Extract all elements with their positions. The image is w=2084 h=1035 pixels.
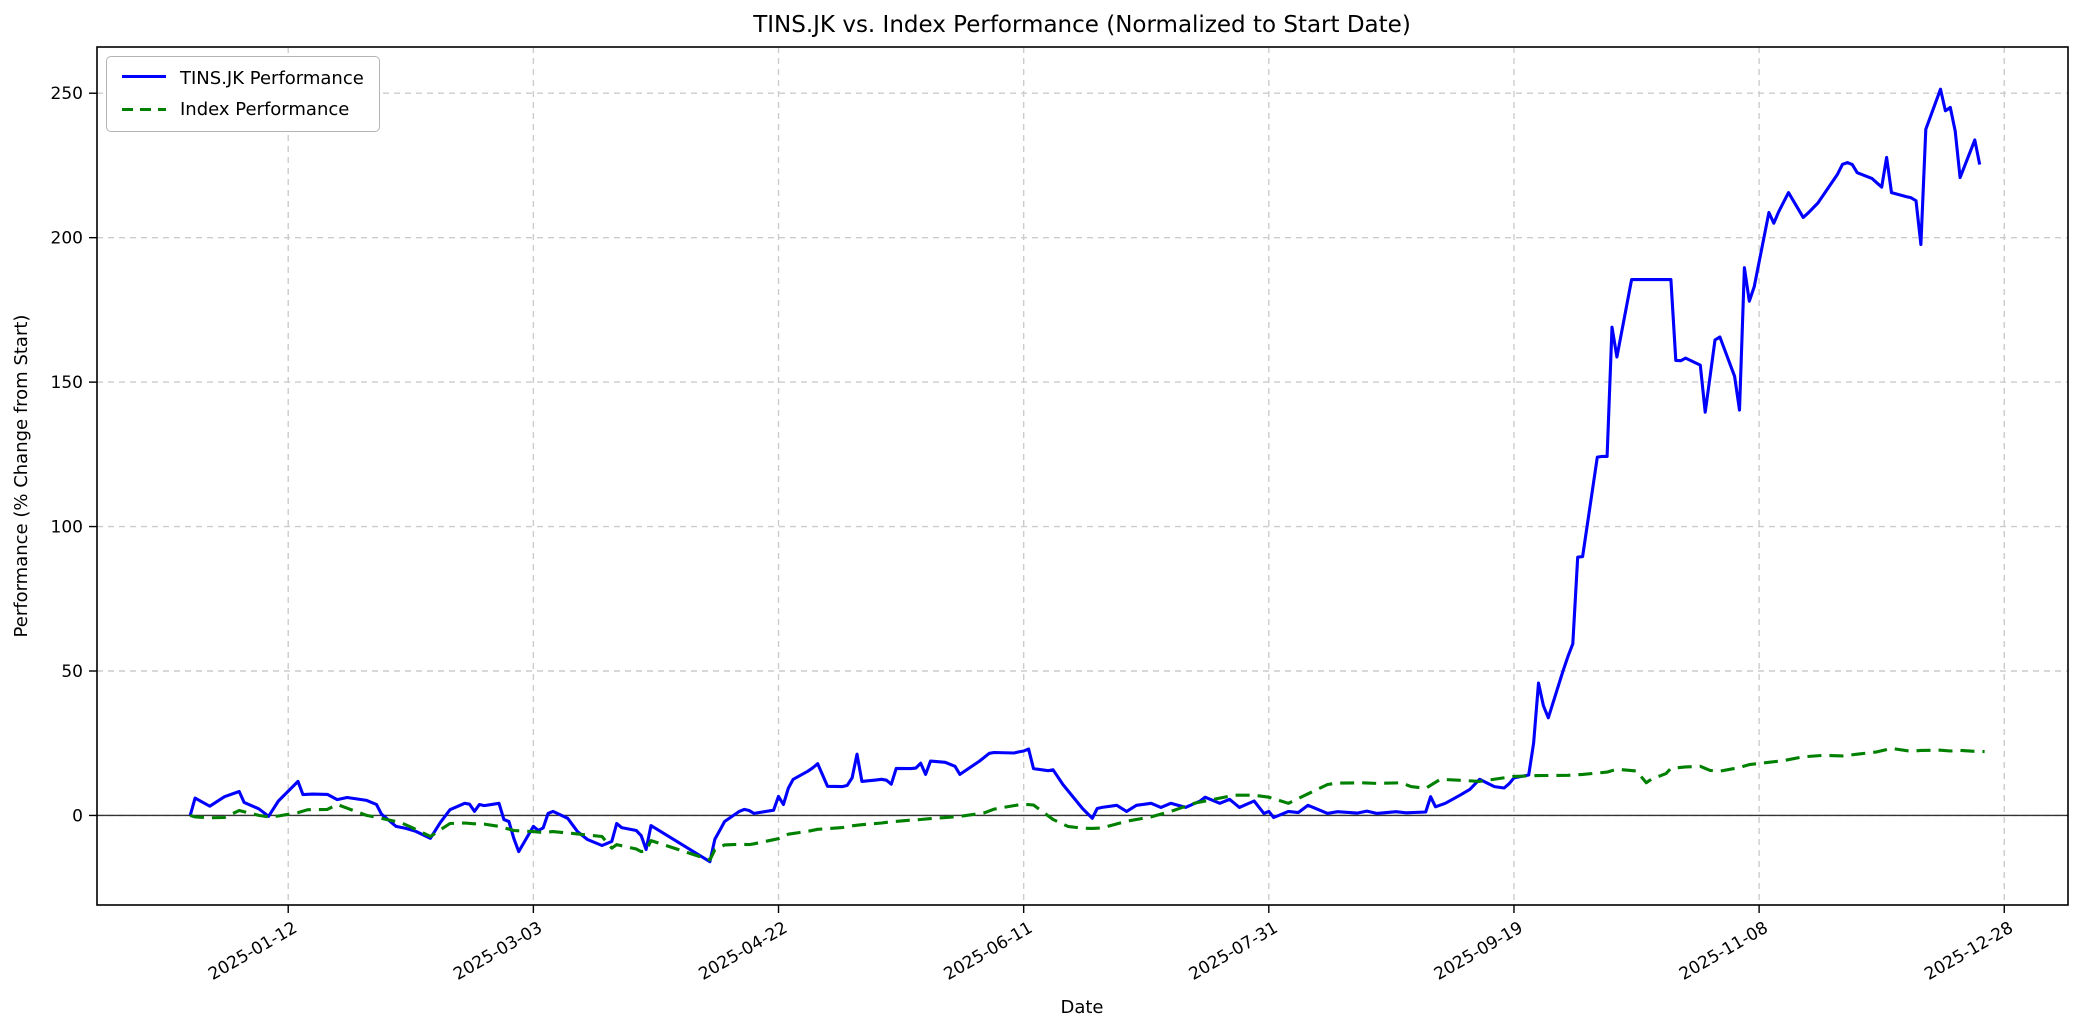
x-tick-label: 2025-07-31 — [1186, 918, 1282, 985]
chart-title: TINS.JK vs. Index Performance (Normalize… — [752, 12, 1411, 38]
x-tick-label: 2025-01-12 — [205, 918, 301, 985]
x-tick-label: 2025-06-11 — [941, 918, 1037, 985]
grid-layer — [97, 47, 2068, 905]
y-tick-label: 50 — [61, 662, 83, 682]
ticks-layer: 0 50 100 150 200 250 2025-01-12 2025-03-03 2025-… — [51, 84, 2017, 985]
x-tick-label: 2025-04-22 — [695, 918, 791, 985]
y-tick-label: 200 — [51, 229, 83, 249]
series-layer — [188, 87, 1985, 864]
y-axis-label: Performance (% Change from Start) — [11, 315, 32, 638]
index-series-line — [189, 746, 1985, 862]
tins-series-line — [188, 87, 1982, 864]
x-axis-label: Date — [1060, 997, 1103, 1018]
dashed-line-sample-icon — [122, 107, 166, 112]
legend-label-tins: TINS.JK Performance — [180, 68, 364, 89]
legend: TINS.JK Performance Index Performance — [106, 56, 380, 132]
legend-item-index: Index Performance — [122, 99, 364, 120]
y-tick-label: 250 — [51, 84, 83, 104]
y-tick-label: 150 — [51, 373, 83, 393]
legend-item-tins: TINS.JK Performance — [122, 68, 364, 89]
x-tick-label: 2025-12-28 — [1921, 918, 2017, 985]
y-tick-label: 0 — [72, 806, 83, 826]
plot-border — [96, 46, 2069, 906]
x-tick-label: 2025-11-08 — [1676, 918, 1772, 985]
x-tick-label: 2025-03-03 — [450, 918, 546, 985]
y-tick-label: 100 — [51, 518, 83, 538]
x-tick-label: 2025-09-19 — [1431, 918, 1527, 985]
legend-label-index: Index Performance — [180, 99, 350, 120]
solid-line-sample-icon — [122, 75, 166, 82]
